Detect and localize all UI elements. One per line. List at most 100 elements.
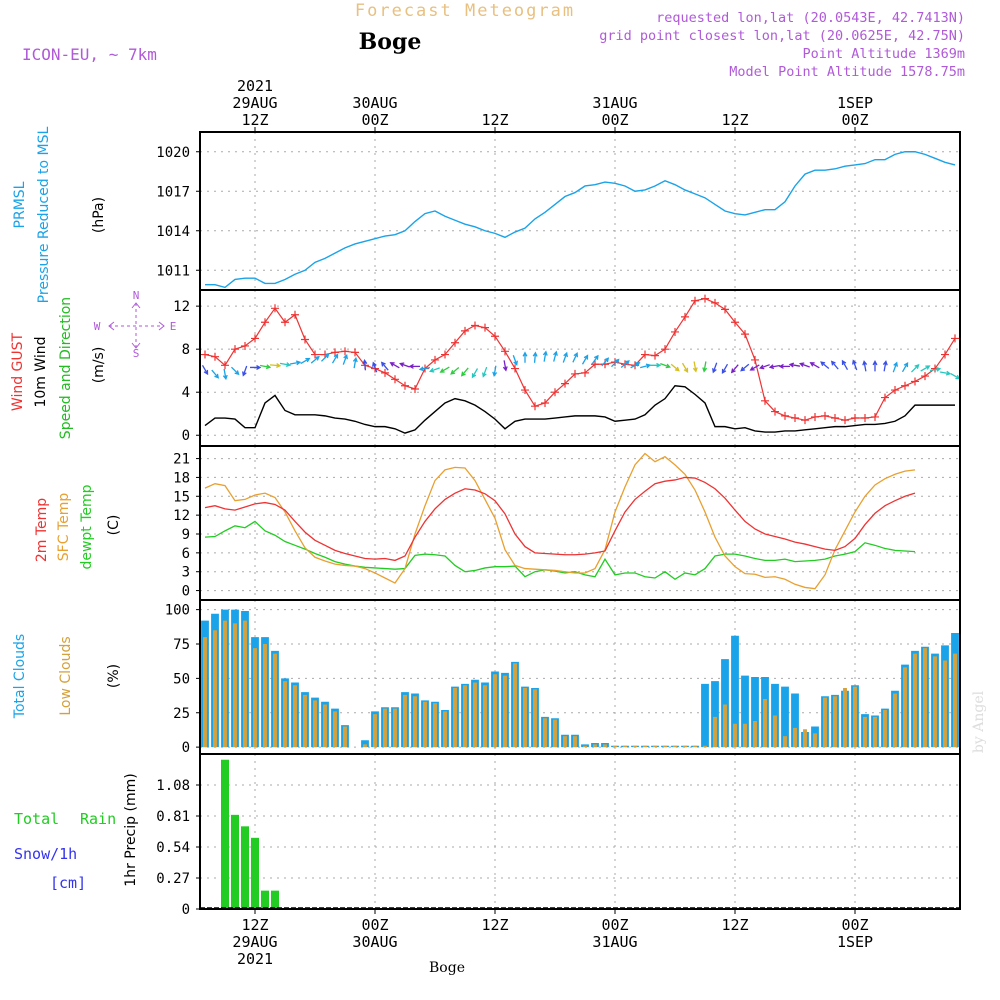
wind-direction-arrow: [581, 354, 589, 365]
low-cloud-bar: [533, 689, 537, 748]
wind-direction-arrow: [841, 359, 849, 370]
model-altitude: Model Point Altitude 1578.75m: [729, 64, 965, 80]
bottom-time-label: 2021: [237, 950, 273, 968]
wind-direction-arrow: [620, 360, 630, 368]
low-cloud-bar: [813, 733, 817, 748]
top-time-label: 00Z: [601, 111, 628, 129]
gust-marker: [551, 388, 559, 397]
low-cloud-bar: [653, 745, 657, 748]
ytick-label: 0: [182, 740, 190, 756]
low-cloud-bar: [683, 745, 687, 748]
wind-direction-arrow: [799, 362, 810, 368]
ytick-label: 0.81: [156, 809, 190, 825]
low-cloud-bar: [833, 696, 837, 748]
gust-marker: [411, 384, 419, 393]
low-cloud-bar: [673, 745, 677, 748]
ytick-label: 0.54: [156, 840, 190, 856]
wind-direction-arrow: [439, 366, 450, 373]
wind-direction-arrow: [862, 360, 868, 372]
gust-marker: [261, 318, 269, 327]
gust-marker: [901, 381, 909, 390]
model-name: ICON-EU, ~ 7km: [22, 45, 157, 64]
label-speed-direction: Speed and Direction: [58, 297, 74, 439]
low-cloud-bar: [553, 719, 557, 748]
low-cloud-bar: [253, 648, 257, 748]
gust-marker: [211, 352, 219, 361]
low-cloud-bar: [543, 718, 547, 748]
gust-marker: [771, 407, 779, 416]
ytick-label: 12: [173, 299, 190, 315]
gust-marker: [461, 326, 469, 335]
label-sfc-temp: SFC Temp: [56, 493, 72, 562]
gust-marker: [851, 414, 859, 423]
low-cloud-bar: [583, 745, 587, 748]
low-cloud-bar: [663, 745, 667, 748]
wind-direction-arrow: [380, 361, 389, 371]
rain-bar: [231, 814, 239, 909]
top-time-label: 31AUG: [592, 94, 637, 112]
label-percent: (%): [106, 664, 122, 688]
gust-marker: [641, 350, 649, 359]
gust-marker: [671, 327, 679, 336]
low-cloud-bar: [523, 688, 527, 748]
wind-direction-arrow: [788, 362, 801, 368]
wind-direction-arrow: [611, 358, 620, 368]
low-cloud-bar: [563, 736, 567, 748]
wind-direction-arrow: [911, 364, 920, 373]
compass-e: E: [170, 320, 177, 333]
label-pressure-msl: Pressure Reduced to MSL: [36, 126, 52, 303]
wind-direction-arrow: [342, 353, 348, 365]
gust-marker: [951, 334, 959, 343]
top-time-label: 2021: [237, 77, 273, 95]
wind-gust-line: [204, 297, 956, 421]
low-cloud-bar: [403, 694, 407, 748]
wind-direction-arrow: [408, 363, 420, 369]
gust-marker: [271, 304, 279, 313]
gust-marker: [281, 318, 289, 327]
gust-marker: [841, 416, 849, 425]
total-cloud-bar: [751, 677, 759, 748]
low-cloud-bar: [753, 721, 757, 748]
top-time-label: 12Z: [481, 111, 508, 129]
wind-direction-arrow: [460, 367, 469, 377]
footer-location: Boge: [429, 960, 465, 976]
wind-direction-arrow: [522, 351, 528, 363]
low-cloud-bar: [443, 711, 447, 748]
wind-direction-arrow: [310, 355, 320, 364]
gust-marker: [831, 414, 839, 423]
wind-direction-arrow: [250, 364, 262, 370]
low-cloud-bar: [893, 693, 897, 748]
gust-marker: [301, 335, 309, 344]
gust-marker: [541, 398, 549, 407]
top-time-label: 12Z: [241, 111, 268, 129]
low-cloud-bar: [603, 744, 607, 748]
wind-direction-arrow: [702, 361, 708, 373]
total-cloud-bar: [731, 635, 739, 748]
low-cloud-bar: [763, 699, 767, 748]
low-cloud-bar: [803, 729, 807, 748]
label-rain: Rain: [80, 810, 116, 828]
low-cloud-bar: [913, 653, 917, 748]
gust-marker: [821, 411, 829, 420]
gust-marker: [761, 396, 769, 405]
total-cloud-bar: [741, 675, 749, 748]
wind-speed-line: [204, 385, 955, 434]
wind-direction-arrow: [920, 365, 931, 372]
gust-marker: [751, 355, 759, 364]
top-time-label: 29AUG: [232, 94, 277, 112]
gust-marker: [701, 294, 709, 303]
wind-direction-arrow: [692, 361, 698, 373]
ytick-label: 50: [173, 671, 190, 687]
wind-direction-arrow: [670, 363, 680, 372]
low-cloud-bar: [923, 648, 927, 748]
compass-s: S: [133, 347, 140, 360]
low-cloud-bar: [313, 700, 317, 748]
label-cm: [cm]: [50, 874, 86, 892]
wind-direction-arrow: [740, 363, 750, 372]
low-cloud-bar: [843, 688, 847, 748]
wind-direction-arrow: [660, 362, 671, 369]
wind-direction-arrow: [429, 367, 440, 373]
wind-direction-arrow: [300, 357, 311, 365]
gust-marker: [871, 412, 879, 421]
ytick-label: 1.08: [156, 778, 190, 794]
